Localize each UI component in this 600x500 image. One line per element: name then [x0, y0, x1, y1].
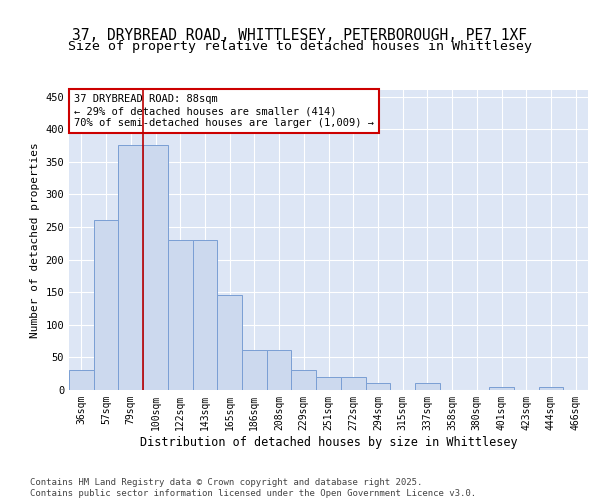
Bar	[267, 350, 292, 390]
Bar	[316, 377, 341, 390]
Bar	[69, 370, 94, 390]
Bar	[168, 240, 193, 390]
Text: Contains HM Land Registry data © Crown copyright and database right 2025.
Contai: Contains HM Land Registry data © Crown c…	[30, 478, 476, 498]
Bar	[94, 220, 118, 390]
Bar	[193, 240, 217, 390]
Bar	[489, 388, 514, 390]
Bar	[415, 384, 440, 390]
Bar	[143, 146, 168, 390]
Bar	[217, 296, 242, 390]
Bar	[365, 384, 390, 390]
Text: 37 DRYBREAD ROAD: 88sqm
← 29% of detached houses are smaller (414)
70% of semi-d: 37 DRYBREAD ROAD: 88sqm ← 29% of detache…	[74, 94, 374, 128]
Bar	[341, 377, 365, 390]
Bar	[242, 350, 267, 390]
Bar	[292, 370, 316, 390]
Text: 37, DRYBREAD ROAD, WHITTLESEY, PETERBOROUGH, PE7 1XF: 37, DRYBREAD ROAD, WHITTLESEY, PETERBORO…	[73, 28, 527, 42]
Bar	[539, 388, 563, 390]
X-axis label: Distribution of detached houses by size in Whittlesey: Distribution of detached houses by size …	[140, 436, 517, 448]
Bar	[118, 146, 143, 390]
Text: Size of property relative to detached houses in Whittlesey: Size of property relative to detached ho…	[68, 40, 532, 53]
Y-axis label: Number of detached properties: Number of detached properties	[30, 142, 40, 338]
